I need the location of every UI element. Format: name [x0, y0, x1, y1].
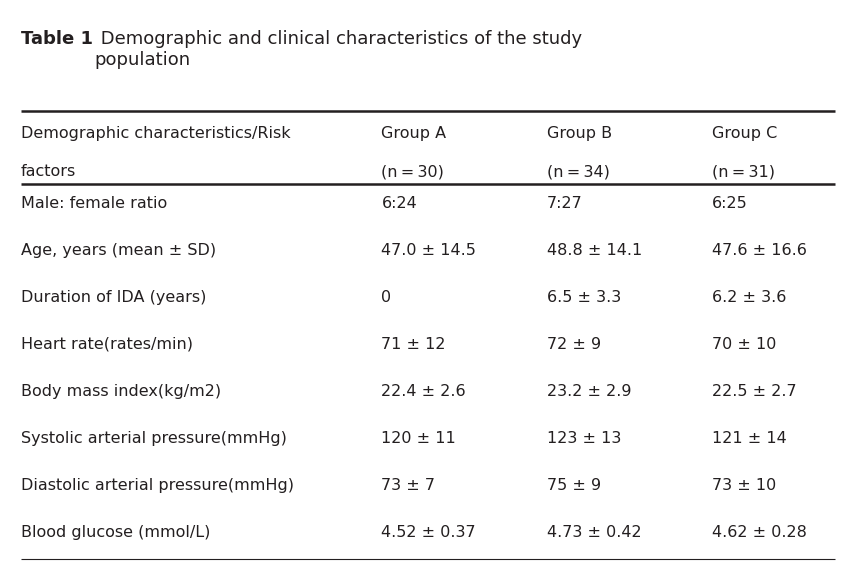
Text: Heart rate(rates/min): Heart rate(rates/min): [21, 337, 193, 352]
Text: 7:27: 7:27: [547, 196, 582, 211]
Text: 6.5 ± 3.3: 6.5 ± 3.3: [547, 290, 621, 305]
Text: 4.62 ± 0.28: 4.62 ± 0.28: [712, 524, 807, 540]
Text: 47.0 ± 14.5: 47.0 ± 14.5: [382, 243, 476, 258]
Text: (n = 31): (n = 31): [712, 164, 775, 179]
Text: Demographic characteristics/Risk: Demographic characteristics/Risk: [21, 126, 291, 141]
Text: 121 ± 14: 121 ± 14: [712, 431, 787, 446]
Text: 73 ± 7: 73 ± 7: [382, 478, 436, 493]
Text: Systolic arterial pressure(mmHg): Systolic arterial pressure(mmHg): [21, 431, 287, 446]
Text: (n = 30): (n = 30): [382, 164, 444, 179]
Text: 75 ± 9: 75 ± 9: [547, 478, 601, 493]
Text: 6.2 ± 3.6: 6.2 ± 3.6: [712, 290, 787, 305]
Text: Body mass index(kg/m2): Body mass index(kg/m2): [21, 384, 221, 399]
Text: 48.8 ± 14.1: 48.8 ± 14.1: [547, 243, 642, 258]
Text: 23.2 ± 2.9: 23.2 ± 2.9: [547, 384, 631, 399]
Text: 22.4 ± 2.6: 22.4 ± 2.6: [382, 384, 466, 399]
Text: 4.73 ± 0.42: 4.73 ± 0.42: [547, 524, 641, 540]
Text: 123 ± 13: 123 ± 13: [547, 431, 621, 446]
Text: 47.6 ± 16.6: 47.6 ± 16.6: [712, 243, 807, 258]
Text: Age, years (mean ± SD): Age, years (mean ± SD): [21, 243, 217, 258]
Text: 0: 0: [382, 290, 391, 305]
Text: 120 ± 11: 120 ± 11: [382, 431, 456, 446]
Text: 73 ± 10: 73 ± 10: [712, 478, 776, 493]
Text: 72 ± 9: 72 ± 9: [547, 337, 601, 352]
Text: 70 ± 10: 70 ± 10: [712, 337, 776, 352]
Text: Group C: Group C: [712, 126, 777, 141]
Text: 6:24: 6:24: [382, 196, 417, 211]
Text: Demographic and clinical characteristics of the study
population: Demographic and clinical characteristics…: [95, 30, 582, 69]
Text: Group A: Group A: [382, 126, 447, 141]
Text: Blood glucose (mmol/L): Blood glucose (mmol/L): [21, 524, 211, 540]
Text: Duration of IDA (years): Duration of IDA (years): [21, 290, 206, 305]
Text: 4.52 ± 0.37: 4.52 ± 0.37: [382, 524, 476, 540]
Text: 71 ± 12: 71 ± 12: [382, 337, 446, 352]
Text: Table 1: Table 1: [21, 30, 93, 48]
Text: 22.5 ± 2.7: 22.5 ± 2.7: [712, 384, 797, 399]
Text: 6:25: 6:25: [712, 196, 748, 211]
Text: Group B: Group B: [547, 126, 612, 141]
Text: (n = 34): (n = 34): [547, 164, 609, 179]
Text: factors: factors: [21, 164, 76, 179]
Text: Male: female ratio: Male: female ratio: [21, 196, 168, 211]
Text: Diastolic arterial pressure(mmHg): Diastolic arterial pressure(mmHg): [21, 478, 294, 493]
